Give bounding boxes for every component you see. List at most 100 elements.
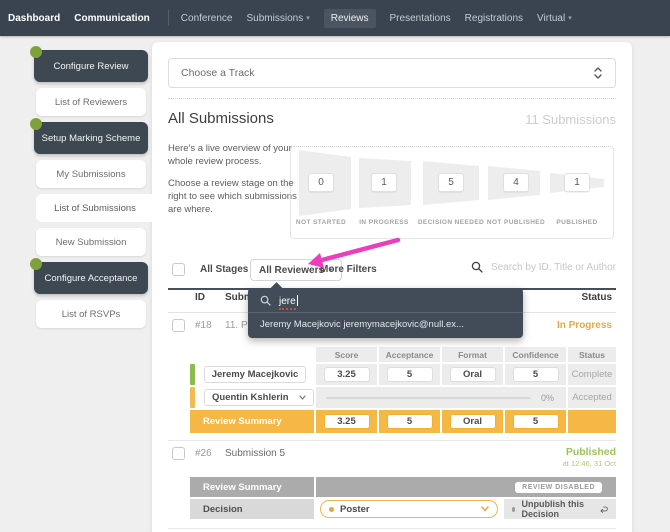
reviewer-complete-bar [190,364,195,385]
progress-percent: 0% [540,392,554,403]
review-summary-label: Review Summary [190,410,314,433]
select-all-checkbox[interactable] [172,263,185,276]
confidence-value[interactable]: 5 [512,367,559,382]
sidebar-item-label: Setup Marking Scheme [41,132,141,144]
reviewer-search-row[interactable]: jere [248,288,523,313]
filter-bar: All Stages ▾ All Reviewers▾ More Filters… [152,258,632,282]
decision-row: Decision Poster Unpublish this Decision [190,499,616,519]
column-header-confidence: Confidence [505,347,566,362]
dotted-divider [168,98,616,99]
confidence-cell: 5 [505,364,566,385]
summary-confidence: 5 [512,414,559,429]
score-cell: 3.25 [316,364,377,385]
chevron-down-icon: ▾ [306,14,310,22]
column-header-status: Status [568,347,616,362]
reviewer-select[interactable]: Quentin Kshlerin [204,389,314,406]
column-header-submission: Subm [225,292,253,303]
column-header-id: ID [195,292,205,303]
funnel-stage-count[interactable]: 5 [438,173,464,192]
sidebar-item-list-of-submissions[interactable]: List of Submissions [36,194,154,222]
row-divider [168,440,616,441]
summary-acceptance-cell: 5 [379,410,440,433]
track-select-label: Choose a Track [181,67,255,79]
sidebar-item-label: List of Submissions [54,202,136,214]
sidebar-item-label: My Submissions [56,168,126,180]
search-box[interactable]: Search by ID, Title or Author [471,261,616,273]
top-nav: Dashboard Communication Conference Submi… [0,0,670,36]
nav-item-communication[interactable]: Communication [74,12,150,24]
decision-dot-icon [329,506,334,512]
search-icon [260,295,271,306]
sidebar-item-my-submissions[interactable]: My Submissions [36,160,146,188]
nav-item-conference[interactable]: Conference [180,12,233,24]
main-panel: Choose a Track All Submissions 11 Submis… [152,42,632,532]
summary-score-cell: 3.25 [316,410,377,433]
funnel-stage-label: DECISION NEEDED [417,219,485,226]
sidebar-item-label: Configure Acceptance [44,272,138,284]
all-stages-filter[interactable]: All Stages ▾ [200,264,255,275]
submission-id: #26 [195,448,212,459]
column-header-acceptance: Acceptance [379,347,440,362]
nav-item-registrations[interactable]: Registrations [464,12,524,24]
funnel-stage-count[interactable]: 1 [371,173,397,192]
unpublish-decision-button[interactable]: Unpublish this Decision [504,499,616,519]
sidebar-item-label: New Submission [55,236,127,248]
acceptance-cell: 5 [379,364,440,385]
score-value[interactable]: 3.25 [323,367,370,382]
review-progress-cell: 0% [316,387,566,408]
reviewer-name: Quentin Kshlerin [212,392,289,403]
funnel-stage-label: IN PROGRESS [359,219,409,226]
summary-format-cell: Oral [442,410,503,433]
submission-title: 11. P [225,320,248,331]
typed-query: jere [279,296,296,310]
published-label: Published [565,446,616,458]
format-value[interactable]: Oral [449,367,496,382]
sidebar-item-new-submission[interactable]: New Submission [36,228,146,256]
sidebar-item-setup-marking-scheme[interactable]: Setup Marking Scheme [30,118,148,154]
status-badge: In Progress [556,320,612,331]
funnel-stage-label: PUBLISHED [556,219,598,226]
sidebar-item-label: Configure Review [53,60,129,72]
acceptance-value[interactable]: 5 [386,367,433,382]
description-line: Here's a live overview of your whole rev… [168,143,292,168]
row-checkbox[interactable] [172,319,185,332]
nav-item-reviews[interactable]: Reviews [323,8,376,28]
reviewer-result-item[interactable]: Jeremy Macejkovic jeremymacejkovic@null.… [260,319,464,330]
summary-status-cell [568,410,616,433]
nav-divider [167,10,169,26]
chevron-down-icon: ▾ [568,14,572,22]
reviewer-search-input[interactable]: jere [279,291,298,310]
chevron-down-icon [481,506,489,512]
review-status-cell: Complete [568,364,616,385]
decision-summary-row: Review Summary REVIEW DISABLED [190,477,616,497]
submissions-table-header: ID Subm Status [152,292,632,312]
row-checkbox[interactable] [172,447,185,460]
reviewer-pending-bar [190,387,195,408]
funnel-stage-label: NOT STARTED [295,219,347,226]
column-header-format: Format [442,347,503,362]
nav-item-presentations[interactable]: Presentations [389,12,451,24]
funnel-stage-count[interactable]: 4 [503,173,529,192]
summary-acceptance: 5 [386,414,433,429]
reviewer-cell: Jeremy Macejkovic [190,364,314,385]
funnel-stage-count[interactable]: 0 [308,173,334,192]
more-filters-button[interactable]: More Filters [320,264,377,275]
funnel-stage-label: NOT PUBLISHED [486,219,546,226]
summary-score: 3.25 [323,414,370,429]
status-dot-icon [30,118,42,130]
status-badge: Published at 12:46, 31 Oct [563,446,616,468]
sidebar-item-configure-acceptance[interactable]: Configure Acceptance [30,258,148,294]
unpublish-dot-icon [512,506,516,512]
sidebar-item-list-of-rsvps[interactable]: List of RSVPs [36,300,146,328]
review-stage-funnel: 0 1 5 4 1 NOT STARTED IN PROGRESS DECISI… [290,146,614,239]
sidebar-item-list-of-reviewers[interactable]: List of Reviewers [36,88,146,116]
decision-select[interactable]: Poster [320,500,498,518]
sidebar-item-configure-review[interactable]: Configure Review [30,46,148,82]
nav-item-virtual[interactable]: Virtual ▾ [537,12,572,24]
sidebar-item-label: List of Reviewers [54,96,128,108]
funnel-stage-count[interactable]: 1 [564,173,590,192]
text-cursor [296,295,298,306]
nav-item-submissions[interactable]: Submissions ▾ [246,12,310,24]
track-select[interactable]: Choose a Track [168,58,616,88]
nav-item-dashboard[interactable]: Dashboard [8,12,61,24]
